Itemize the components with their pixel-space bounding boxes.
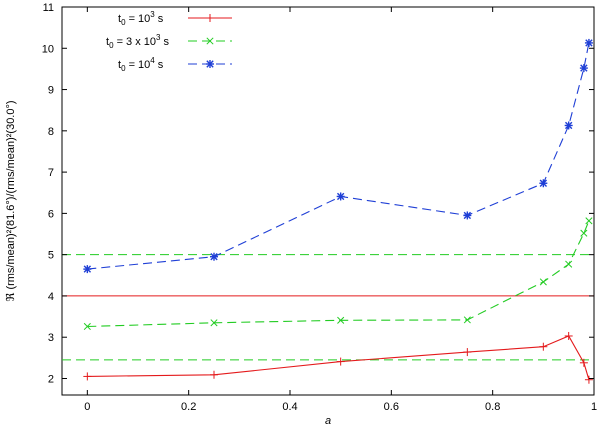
reference-lines <box>62 254 594 361</box>
x-tick-label-5: 1 <box>591 401 597 413</box>
legend-label-1: t0 = 3 x 103 s <box>106 33 170 50</box>
x-tick-label-1: 0.2 <box>181 401 196 413</box>
y-tick-label-0: 2 <box>48 373 54 385</box>
series-1-point-6 <box>580 229 588 237</box>
series-0-point-6 <box>579 358 588 367</box>
y-tick-label-7: 9 <box>48 85 54 97</box>
series-0-point-3 <box>463 348 472 357</box>
series-2-point-0 <box>83 265 92 274</box>
x-tick-label-2: 0.4 <box>282 401 297 413</box>
legend-marker-2 <box>206 60 214 68</box>
series-line-2 <box>87 42 590 270</box>
series-0-point-1 <box>210 370 218 379</box>
series-2-point-4 <box>539 179 548 188</box>
series-0-point-4 <box>539 342 548 351</box>
legend-label-2: t0 = 104 s <box>118 56 164 73</box>
x-tick-label-4: 0.8 <box>485 401 500 413</box>
legend-samples <box>188 14 232 68</box>
series-0-point-0 <box>83 372 92 381</box>
series-1-point-7 <box>585 217 593 225</box>
y-tick-label-4: 6 <box>48 208 54 220</box>
legend: t0 = 103 s t0 = 3 x 103 s t0 = 104 s <box>106 10 232 73</box>
y-tick-label-2: 4 <box>48 291 54 303</box>
series-1-point-1 <box>210 319 218 327</box>
series-line-0 <box>87 335 590 380</box>
y-axis-label: ℜ (rms/mean)²(81.6°)/(rms/mean)²(30.0°) <box>5 100 17 301</box>
series-2-point-6 <box>579 64 588 73</box>
x-tick-label-3: 0.6 <box>384 401 399 413</box>
x-tick-label-0: 0 <box>84 401 90 413</box>
y-tick-label-8: 10 <box>42 43 54 55</box>
y-tick-label-3: 5 <box>48 250 54 262</box>
legend-marker-1 <box>206 37 214 45</box>
series-1-point-3 <box>463 316 471 324</box>
series-layer <box>83 38 593 384</box>
x-axis-label: a <box>325 415 331 427</box>
tick-labels: 0 0.2 0.4 0.6 0.8 1 2 3 4 5 6 7 8 9 10 11 <box>42 2 597 413</box>
series-1-point-5 <box>565 260 573 268</box>
plot-frame <box>61 6 595 396</box>
series-2-point-1 <box>210 252 218 261</box>
y-tick-label-6: 8 <box>48 126 54 138</box>
series-0-point-2 <box>336 357 345 366</box>
legend-marker-0 <box>206 14 214 22</box>
y-tick-label-9: 11 <box>43 2 54 14</box>
series-0-point-7 <box>584 375 593 384</box>
series-2-point-3 <box>463 211 472 220</box>
axis-ticks <box>62 6 595 395</box>
series-line-1 <box>87 220 590 328</box>
series-2-point-5 <box>564 121 573 130</box>
y-tick-label-5: 7 <box>48 167 54 179</box>
series-0-point-5 <box>564 331 573 340</box>
series-2-point-7 <box>584 38 593 47</box>
series-1-point-0 <box>83 322 91 331</box>
series-1-point-2 <box>337 316 345 324</box>
series-1-point-4 <box>539 278 547 286</box>
legend-label-0: t0 = 103 s <box>118 10 164 27</box>
series-2-point-2 <box>336 192 345 201</box>
y-tick-label-1: 3 <box>48 332 54 344</box>
